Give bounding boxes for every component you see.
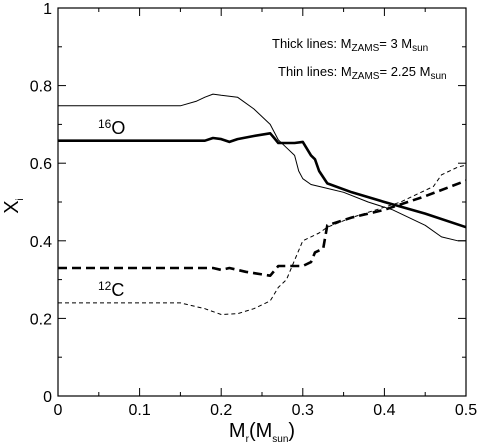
y-tick-label: 0.2: [30, 311, 52, 328]
x-tick-label: 0.4: [373, 402, 395, 419]
y-tick-label: 0.4: [30, 234, 52, 251]
series-thin-dashed: [58, 164, 467, 315]
legend-thick-lines: Thick lines: MZAMS= 3 Msun: [272, 36, 428, 54]
series-thick-solid: [58, 132, 467, 229]
y-tick-label: 1: [43, 1, 52, 18]
x-tick-label: 0.3: [292, 402, 314, 419]
series-thick-dashed: [58, 179, 467, 278]
y-axis-title: Xi: [1, 198, 26, 214]
plot-series: [58, 93, 467, 315]
carbon-12-label: 12C: [98, 279, 124, 300]
y-tick-label: 0: [43, 389, 52, 406]
x-tick-label: 0.2: [210, 402, 232, 419]
legend-thin-lines: Thin lines: MZAMS= 2.25 Msun: [278, 64, 447, 82]
axis-ticks: [57, 7, 467, 397]
y-tick-label: 0.6: [30, 156, 52, 173]
y-tick-label: 0.8: [30, 79, 52, 96]
series-thin-solid: [58, 93, 466, 242]
x-axis-title: Mr(Msun): [229, 420, 295, 443]
oxygen-16-label: 16O: [98, 117, 125, 138]
x-tick-label: 0: [54, 402, 63, 419]
x-tick-label: 0.1: [128, 402, 150, 419]
axis-tick-labels: 0 0.1 0.2 0.3 0.4 0.5 0 0.2 0.4 0.6 0.8 1: [30, 1, 477, 419]
x-tick-label: 0.5: [455, 402, 477, 419]
